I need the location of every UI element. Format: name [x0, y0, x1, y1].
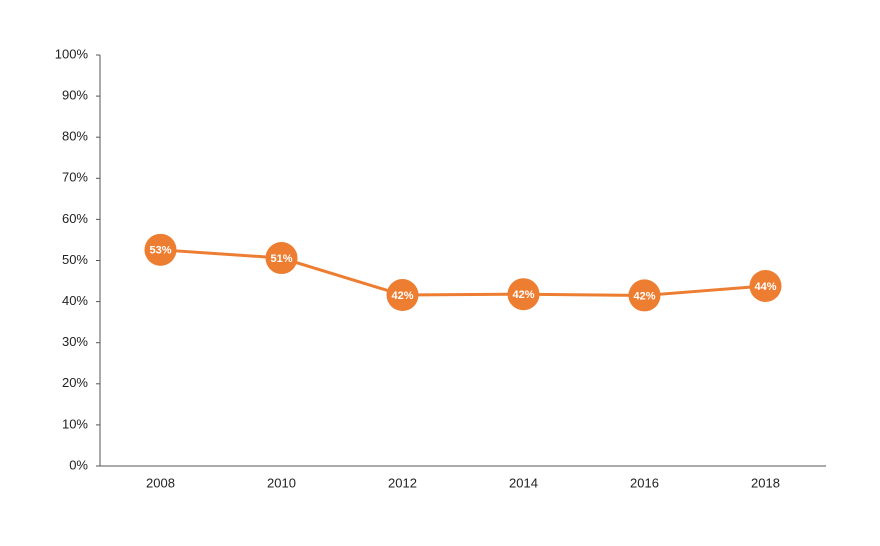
y-tick-label: 30%	[62, 334, 88, 349]
y-tick-label: 90%	[62, 88, 88, 103]
point	[265, 242, 298, 275]
x-tick-label: 2014	[509, 475, 538, 490]
value-label: 53%	[149, 245, 171, 257]
y-tick-label: 70%	[62, 170, 88, 185]
x-tick-label: 2012	[388, 475, 417, 490]
x-tick-label: 2010	[267, 475, 296, 490]
point	[386, 279, 419, 312]
value-label: 42%	[512, 289, 534, 301]
y-tick-label: 60%	[62, 211, 88, 226]
value-label: 51%	[270, 253, 292, 265]
y-tick-label: 40%	[62, 293, 88, 308]
y-tick-label: 100%	[55, 46, 89, 61]
value-label: 42%	[391, 290, 413, 302]
value-label: 42%	[633, 290, 655, 302]
x-tick-label: 2018	[751, 475, 780, 490]
y-tick-label: 50%	[62, 252, 88, 267]
point	[749, 269, 782, 302]
x-tick-label: 2016	[630, 475, 659, 490]
x-tick-label: 2008	[146, 475, 175, 490]
value-label: 44%	[754, 281, 776, 293]
point	[144, 233, 177, 266]
y-tick-label: 0%	[69, 457, 88, 472]
y-tick-label: 80%	[62, 129, 88, 144]
y-tick-label: 10%	[62, 416, 88, 431]
series-line	[160, 248, 766, 297]
point	[628, 279, 661, 312]
point	[507, 278, 540, 311]
y-tick-label: 20%	[62, 375, 88, 390]
